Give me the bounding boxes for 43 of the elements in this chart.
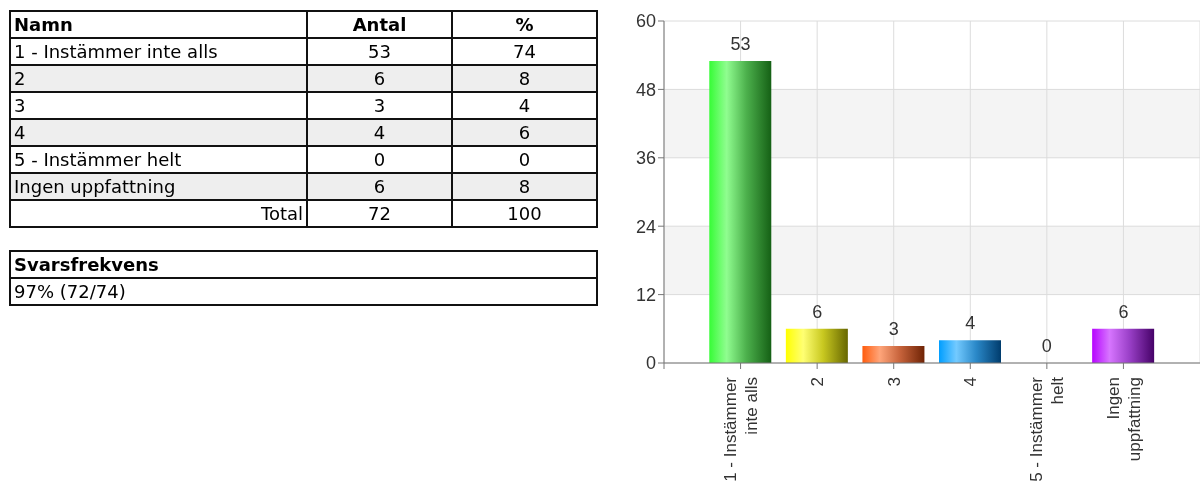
- data-label: 4: [452, 92, 597, 119]
- data-label: 53: [730, 33, 751, 54]
- x-tick-label: 1 - Instämmer inte alls: [721, 376, 762, 482]
- y-tick-label: 0: [645, 353, 656, 374]
- data-label: 4: [307, 119, 452, 146]
- y-tick-label: Ingen uppfattning: [14, 176, 176, 197]
- data-label: 74: [452, 38, 597, 65]
- data-label: 6: [307, 173, 452, 200]
- text: 97% (72/74): [14, 281, 126, 302]
- data-label: 0: [1041, 336, 1052, 356]
- text: Svarsfrekvens: [14, 254, 159, 275]
- y-tick-label: 36: [635, 148, 656, 169]
- y-tick-label: 24: [635, 216, 656, 237]
- data-label: 8: [452, 65, 597, 92]
- y-tick-label: 5 - Instämmer helt: [14, 149, 182, 170]
- x-tick-label: 2: [808, 377, 828, 387]
- text: 100: [507, 203, 542, 224]
- data-label: 6: [452, 119, 597, 146]
- y-tick-label: 1 - Instämmer inte alls: [14, 41, 218, 62]
- data-label: 0: [452, 146, 597, 173]
- y-tick-label: 12: [635, 284, 656, 305]
- text: Total: [260, 203, 303, 224]
- y-tick-label: 2: [14, 68, 26, 89]
- y-axis-title: Namn: [14, 14, 73, 35]
- data-label: 6: [307, 65, 452, 92]
- data-label: 3: [888, 318, 899, 339]
- data-label: 3: [307, 92, 452, 119]
- y-tick-label: 3: [14, 95, 26, 116]
- y-tick-label: 4: [14, 122, 26, 143]
- data-label: 8: [452, 173, 597, 200]
- data-label: 6: [1118, 301, 1129, 322]
- data-label: 53: [307, 38, 452, 65]
- x-tick-label: 5 - Instämmer helt: [1027, 376, 1068, 482]
- data-label: 4: [965, 313, 976, 334]
- data-label: 6: [812, 301, 823, 322]
- text: 72: [368, 203, 391, 224]
- x-tick-label: Antal: [352, 14, 407, 35]
- x-tick-label: 4: [961, 377, 981, 387]
- data-label: 0: [307, 146, 452, 173]
- y-tick-label: 48: [635, 79, 656, 100]
- y-tick-label: 60: [635, 11, 656, 32]
- x-tick-label: %: [515, 14, 534, 35]
- x-tick-label: 3: [884, 377, 904, 387]
